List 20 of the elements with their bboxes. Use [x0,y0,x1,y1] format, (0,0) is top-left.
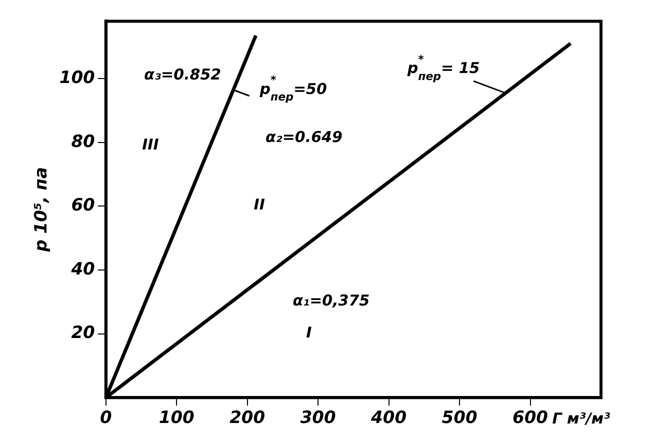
annotation: α₃=0.852 [144,66,222,84]
annotation: II [254,196,266,214]
y-tick-label: 40 [70,259,96,280]
annotation: α₁=0,375 [292,292,370,310]
y-tick-label: 100 [59,68,96,88]
y-tick-label: 80 [71,132,96,152]
x-tick-label: 600 [512,408,548,428]
x-tick-label: 400 [370,408,407,428]
x-tick-label: 0 [100,408,112,428]
y-tick-label: 60 [71,196,96,216]
y-tick-label: 20 [71,323,96,344]
x-tick-label: 300 [300,408,336,428]
x-tick-label: 500 [442,408,478,428]
annotation: I [306,324,312,342]
x-tick-label: 100 [158,408,195,428]
x-axis-title: Г м³/м³ [552,409,611,428]
x-tick-label: 200 [230,408,266,428]
annotation: α₂=0.649 [265,128,342,146]
annotation: III [142,135,160,154]
y-axis-title: p 10⁵, па [32,167,52,253]
